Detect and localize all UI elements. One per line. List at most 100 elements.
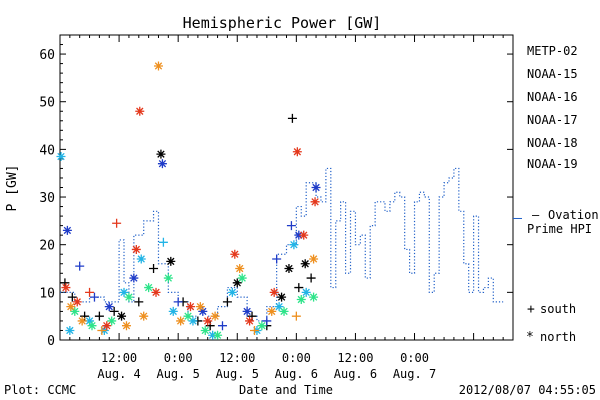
legend: METP-02 NOAA-15 NOAA-16 NOAA-17 NOAA-18 …	[526, 44, 599, 345]
data-points	[56, 61, 321, 340]
south-point	[291, 311, 301, 321]
north-point	[309, 254, 319, 264]
north-point	[277, 292, 287, 302]
south-point	[272, 254, 282, 264]
south-point	[75, 261, 85, 271]
north-point	[135, 106, 145, 116]
south-point	[85, 287, 95, 297]
series-noaa-15	[62, 159, 321, 331]
north-point	[310, 197, 320, 207]
north-point	[77, 316, 87, 326]
legend-entry-noaa-17: NOAA-17	[527, 113, 578, 127]
y-axis-label: P [GW]	[5, 165, 20, 212]
north-point	[227, 287, 237, 297]
north-point	[151, 287, 161, 297]
north-point	[176, 316, 186, 326]
legend-north-symbol: *	[526, 330, 534, 345]
south-point	[89, 292, 99, 302]
north-point	[163, 273, 173, 283]
legend-south-symbol: +	[527, 302, 535, 317]
north-point	[136, 254, 146, 264]
series-metp-02	[60, 113, 316, 331]
x-tick-label-date: Aug. 5	[156, 367, 199, 381]
north-point	[203, 316, 213, 326]
north-point	[267, 306, 277, 316]
north-point	[119, 287, 129, 297]
north-point	[292, 147, 302, 157]
south-point	[262, 316, 272, 326]
north-point	[299, 230, 309, 240]
series-noaa-17	[70, 273, 319, 340]
north-point	[153, 61, 163, 71]
plot-frame	[59, 34, 514, 341]
north-point	[208, 330, 218, 340]
x-tick-label-date: Aug. 6	[275, 367, 318, 381]
south-point	[306, 273, 316, 283]
x-tick-label-time: 12:00	[101, 351, 137, 365]
north-point	[301, 287, 311, 297]
south-point	[94, 311, 104, 321]
legend-entry-noaa-16: NOAA-16	[527, 90, 578, 104]
south-point	[97, 325, 107, 335]
north-point	[300, 259, 310, 269]
north-point	[269, 287, 279, 297]
x-axis: 12:00 Aug. 4 0:00 Aug. 5 12:00 Aug. 5 0:00 Aug.…	[69, 35, 504, 381]
north-point	[85, 316, 95, 326]
legend-entry-metp-02: METP-02	[527, 44, 578, 58]
x-tick-label-time: 12:00	[219, 351, 255, 365]
north-point	[210, 311, 220, 321]
south-point	[294, 283, 304, 293]
north-point	[129, 273, 139, 283]
north-point	[242, 306, 252, 316]
north-point	[257, 321, 267, 331]
north-point	[102, 321, 112, 331]
north-point	[188, 316, 198, 326]
series-noaa-16	[56, 152, 311, 340]
north-point	[166, 256, 176, 266]
north-point	[200, 325, 210, 335]
north-point	[237, 273, 247, 283]
legend-entry-noaa-15: NOAA-15	[527, 67, 578, 81]
north-point	[121, 321, 131, 331]
x-axis-label: Date and Time	[239, 383, 333, 397]
north-point	[131, 244, 141, 254]
north-point	[107, 316, 117, 326]
north-point	[70, 306, 80, 316]
north-point	[72, 297, 82, 307]
south-point	[67, 292, 77, 302]
series-noaa-18	[66, 61, 319, 335]
north-point	[309, 292, 319, 302]
plot-credit: Plot: CCMC	[4, 383, 76, 397]
north-point	[235, 264, 245, 274]
south-point	[249, 325, 259, 335]
north-point	[213, 330, 223, 340]
series-noaa-19	[61, 106, 320, 331]
north-point	[183, 311, 193, 321]
south-point	[222, 297, 232, 307]
north-point	[245, 316, 255, 326]
south-point	[217, 321, 227, 331]
x-tick-label-time: 12:00	[337, 351, 373, 365]
y-tick-label: 20	[39, 239, 55, 254]
x-tick-label-date: Aug. 6	[334, 367, 377, 381]
north-point	[232, 278, 242, 288]
x-tick-label-date: Aug. 5	[216, 367, 259, 381]
north-point	[279, 306, 289, 316]
south-point	[173, 297, 183, 307]
north-point	[156, 149, 166, 159]
x-tick-label-date: Aug. 7	[393, 367, 436, 381]
legend-south-label: south	[540, 302, 576, 316]
legend-ovation-label-line1: Ovation	[548, 208, 599, 222]
south-point	[134, 297, 144, 307]
legend-north-label: north	[540, 330, 576, 344]
x-tick-label-time: 0:00	[164, 351, 193, 365]
y-axis: 0 10 20 30 40 50 60	[39, 44, 513, 349]
north-point	[87, 321, 97, 331]
north-point	[296, 294, 306, 304]
north-point	[66, 302, 76, 312]
y-tick-label: 50	[39, 96, 55, 111]
north-point	[117, 311, 127, 321]
north-point	[124, 292, 134, 302]
north-point	[185, 302, 195, 312]
